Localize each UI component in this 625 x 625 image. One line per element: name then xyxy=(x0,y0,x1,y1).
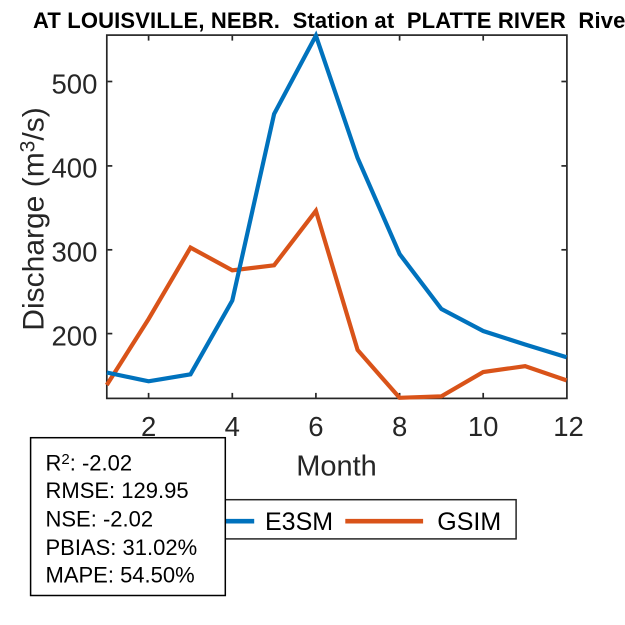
svg-text:200: 200 xyxy=(52,320,98,351)
svg-text:12: 12 xyxy=(553,411,584,442)
svg-text:8: 8 xyxy=(392,411,407,442)
svg-text:10: 10 xyxy=(468,411,499,442)
svg-text:NSE: -2.02: NSE: -2.02 xyxy=(46,507,154,532)
svg-text:300: 300 xyxy=(52,237,98,268)
svg-text:Discharge (m3/s): Discharge (m3/s) xyxy=(17,107,51,330)
svg-text:GSIM: GSIM xyxy=(437,508,501,536)
svg-text:4: 4 xyxy=(225,411,240,442)
svg-text:6: 6 xyxy=(308,411,323,442)
svg-text:2: 2 xyxy=(141,411,156,442)
svg-text:AT LOUISVILLE, NEBR. Station: AT LOUISVILLE, NEBR. Station at PLATTE R… xyxy=(33,8,625,33)
svg-text:MAPE: 54.50%: MAPE: 54.50% xyxy=(46,563,195,588)
svg-text:E3SM: E3SM xyxy=(265,508,333,536)
svg-text:Month: Month xyxy=(296,451,377,483)
svg-text:RMSE: 129.95: RMSE: 129.95 xyxy=(46,478,189,503)
svg-text:R2: -2.02: R2: -2.02 xyxy=(46,450,133,475)
svg-text:PBIAS: 31.02%: PBIAS: 31.02% xyxy=(46,535,198,560)
svg-text:500: 500 xyxy=(52,69,98,100)
svg-text:400: 400 xyxy=(52,153,98,184)
